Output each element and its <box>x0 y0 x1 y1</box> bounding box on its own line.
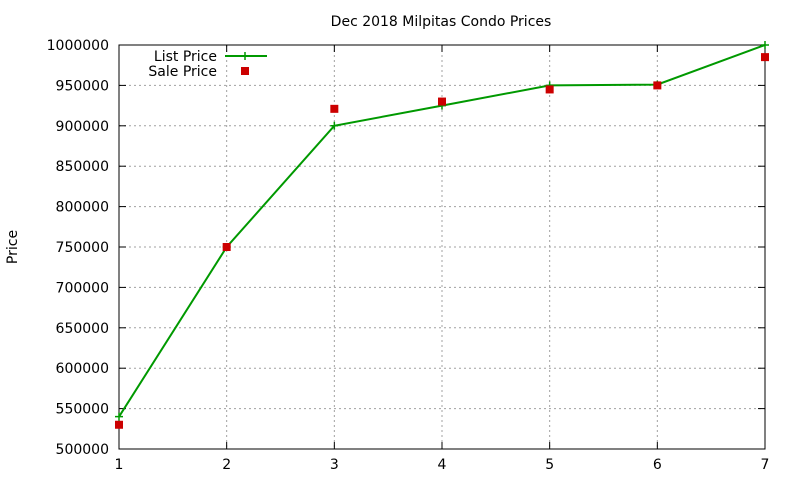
x-tick-label: 2 <box>222 457 231 473</box>
y-tick-label: 950000 <box>56 78 109 94</box>
sale-price-point <box>545 85 554 94</box>
legend-marker-list-price <box>241 52 249 60</box>
x-tick-label: 1 <box>115 457 124 473</box>
legend: List Price Sale Price <box>148 49 267 80</box>
list-price-point <box>115 412 123 421</box>
sale-price-point <box>222 243 231 251</box>
y-tick-label: 650000 <box>56 321 109 337</box>
y-tick-label: 750000 <box>56 240 109 256</box>
sale-price-point <box>115 420 123 429</box>
x-tick-label: 7 <box>761 457 770 473</box>
y-tick-label: 600000 <box>56 361 109 377</box>
y-tick-label: 700000 <box>56 280 109 296</box>
y-tick-label: 1000000 <box>47 38 109 54</box>
y-tick-label: 800000 <box>56 200 109 216</box>
sale-price-point <box>330 104 339 113</box>
x-tick-label: 4 <box>438 457 447 473</box>
sale-price-point <box>653 81 662 90</box>
legend-label-list-price: List Price <box>154 49 217 65</box>
list-price-point <box>761 41 769 49</box>
y-tick-label: 900000 <box>56 119 109 135</box>
sale-price-point <box>438 97 446 106</box>
y-axis-label: Price <box>5 230 21 264</box>
sale-price-point <box>761 53 769 62</box>
y-tick-label: 550000 <box>56 402 109 418</box>
x-tick-label: 5 <box>545 457 554 473</box>
list-price-point <box>330 121 339 130</box>
series-layer <box>115 41 769 429</box>
legend-label-sale-price: Sale Price <box>148 64 217 80</box>
x-tick-label: 3 <box>330 457 339 473</box>
x-tick-label: 6 <box>653 457 662 473</box>
axis-ticks: 500000 550000 600000 650000 700000 750000 8000… <box>47 38 770 473</box>
y-tick-label: 850000 <box>56 159 109 175</box>
legend-marker-sale-price <box>241 67 249 75</box>
chart-title: Dec 2018 Milpitas Condo Prices <box>331 14 552 30</box>
y-tick-label: 500000 <box>56 442 109 458</box>
